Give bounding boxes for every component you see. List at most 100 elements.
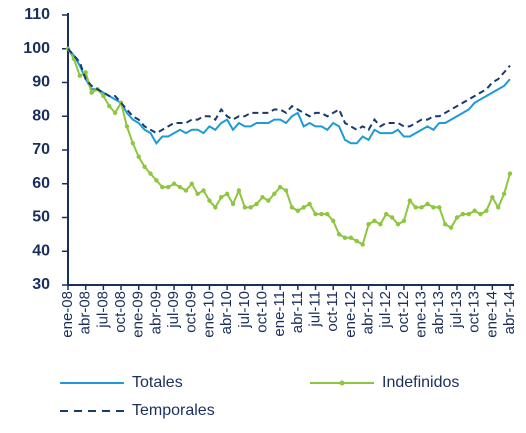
series-marker <box>107 103 112 109</box>
series-marker <box>342 235 348 240</box>
series-marker <box>160 184 165 190</box>
series-marker <box>301 205 306 210</box>
series-marker <box>136 154 141 159</box>
series-marker <box>413 205 418 210</box>
y-tick-label: 40 <box>32 242 50 259</box>
series-marker <box>230 201 236 207</box>
series-marker <box>389 215 395 220</box>
y-tick-label: 60 <box>32 175 50 192</box>
series-marker <box>360 242 365 247</box>
series-marker <box>242 205 247 210</box>
series-marker <box>89 90 94 95</box>
x-tick-label: jul-08 <box>94 291 111 329</box>
series-marker <box>478 211 483 217</box>
x-tick-label: ene-11 <box>271 291 288 337</box>
legend-label: Totales <box>132 374 183 391</box>
x-tick-label: oct-11 <box>324 291 341 332</box>
series-marker <box>490 195 495 200</box>
series-marker <box>213 205 218 210</box>
series-marker <box>277 184 283 190</box>
series-marker <box>384 211 389 217</box>
x-tick-label: abr-14 <box>501 291 518 334</box>
series-marker <box>472 208 477 213</box>
series-marker <box>501 191 507 197</box>
x-tick-label: abr-12 <box>360 291 377 334</box>
series-marker <box>442 222 448 227</box>
series-line <box>67 48 511 247</box>
series-marker <box>177 184 183 190</box>
series-marker <box>378 222 383 227</box>
legend-label: Indefinidos <box>382 374 459 391</box>
series-marker <box>496 205 501 210</box>
series-marker <box>419 205 424 210</box>
series-marker <box>448 225 454 230</box>
x-tick-label: ene-10 <box>200 291 217 338</box>
series-marker <box>124 124 130 129</box>
series-marker <box>401 218 407 224</box>
series-marker <box>484 208 489 213</box>
x-tick-label: abr-09 <box>147 291 164 334</box>
x-tick-label: jul-09 <box>165 291 182 329</box>
series-marker <box>207 198 212 203</box>
series-marker <box>407 198 413 203</box>
x-tick-label: oct-12 <box>395 291 412 333</box>
series-marker <box>425 201 430 207</box>
series-marker <box>201 188 206 193</box>
series-marker <box>254 201 259 207</box>
series-marker <box>260 195 265 200</box>
y-tick-label: 30 <box>32 276 50 293</box>
legend-label: Temporales <box>132 402 215 419</box>
x-tick-label: jul-10 <box>236 291 253 329</box>
x-tick-label: ene-08 <box>59 291 76 338</box>
y-tick-label: 80 <box>32 107 50 124</box>
series-marker <box>336 232 342 237</box>
series-marker <box>148 171 153 176</box>
x-tick-label: oct-13 <box>466 291 483 333</box>
series-marker <box>236 188 242 193</box>
y-tick-label: 70 <box>32 141 50 158</box>
series-marker <box>77 73 82 78</box>
series-marker <box>466 211 471 217</box>
x-tick-label: oct-09 <box>183 291 200 333</box>
x-tick-label: abr-13 <box>430 291 447 334</box>
series-marker <box>319 211 324 217</box>
series-marker <box>454 215 460 220</box>
series-marker <box>331 218 336 224</box>
series-marker <box>348 235 354 240</box>
series-marker <box>165 184 171 190</box>
x-tick-label: oct-08 <box>112 291 129 333</box>
series-marker <box>248 205 253 210</box>
x-tick-label: jul-12 <box>377 291 394 329</box>
series-marker <box>313 211 318 217</box>
y-tick-label: 110 <box>24 6 50 23</box>
series-marker <box>272 191 277 197</box>
series-marker <box>507 171 513 176</box>
x-tick-label: oct-10 <box>253 291 270 333</box>
series-line <box>67 48 511 146</box>
series-marker <box>460 211 466 217</box>
x-tick-label: abr-11 <box>289 291 306 333</box>
series-marker <box>437 205 442 210</box>
x-tick-label: ene-09 <box>130 291 147 338</box>
series-marker <box>372 218 377 224</box>
x-tick-label: jul-13 <box>448 291 465 329</box>
series-marker <box>295 208 301 213</box>
series-marker <box>395 222 401 227</box>
series-marker <box>266 198 271 203</box>
series-marker <box>283 188 289 193</box>
series-marker <box>195 191 200 197</box>
series-marker <box>154 178 159 183</box>
x-tick-label: ene-12 <box>342 291 359 338</box>
x-tick-label: ene-13 <box>413 291 430 338</box>
series-marker <box>171 181 177 186</box>
series-marker <box>325 211 330 217</box>
y-tick-label: 100 <box>23 40 50 57</box>
series-marker <box>183 188 189 193</box>
x-tick-label: jul-11 <box>306 291 323 328</box>
series-marker <box>307 201 312 207</box>
x-tick-label: abr-10 <box>218 291 235 334</box>
series-marker <box>142 164 147 170</box>
x-tick-label: ene-14 <box>483 291 500 338</box>
